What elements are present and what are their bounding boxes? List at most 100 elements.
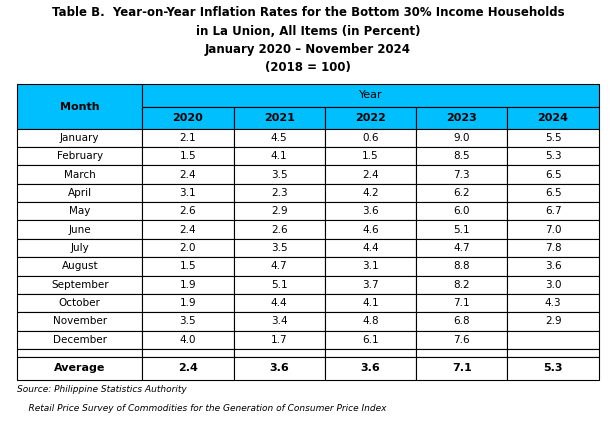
Bar — [17, 129, 142, 147]
Bar — [416, 239, 508, 257]
Text: November: November — [53, 316, 107, 327]
Bar — [325, 165, 416, 184]
Text: 5.3: 5.3 — [545, 151, 561, 161]
Bar — [325, 129, 416, 147]
Text: 3.1: 3.1 — [180, 188, 197, 198]
Bar — [17, 165, 142, 184]
Bar — [142, 147, 233, 165]
Text: 8.2: 8.2 — [453, 280, 470, 290]
Text: 2.4: 2.4 — [180, 170, 197, 180]
Text: 4.7: 4.7 — [453, 243, 470, 253]
Text: 5.3: 5.3 — [543, 363, 563, 373]
Text: 4.1: 4.1 — [362, 298, 379, 308]
Bar — [142, 276, 233, 294]
Text: 5.1: 5.1 — [453, 225, 470, 235]
Bar — [325, 147, 416, 165]
Bar — [233, 294, 325, 312]
Text: 6.8: 6.8 — [453, 316, 470, 327]
Bar — [325, 202, 416, 220]
Text: 2.0: 2.0 — [180, 243, 196, 253]
Text: 6.5: 6.5 — [545, 188, 561, 198]
Bar — [17, 202, 142, 220]
Text: 3.0: 3.0 — [545, 280, 561, 290]
Bar — [416, 220, 508, 239]
Text: 1.5: 1.5 — [362, 151, 379, 161]
Text: 6.7: 6.7 — [545, 206, 561, 216]
Text: 2020: 2020 — [172, 113, 203, 123]
Text: January 2020 – November 2024: January 2020 – November 2024 — [205, 43, 411, 56]
Text: April: April — [68, 188, 92, 198]
Text: 4.3: 4.3 — [545, 298, 561, 308]
Text: 2021: 2021 — [264, 113, 294, 123]
Bar — [142, 294, 233, 312]
Text: 2.3: 2.3 — [271, 188, 288, 198]
Text: Table B.  Year-on-Year Inflation Rates for the Bottom 30% Income Households: Table B. Year-on-Year Inflation Rates fo… — [52, 6, 564, 19]
Text: 6.2: 6.2 — [453, 188, 470, 198]
Text: May: May — [69, 206, 91, 216]
Bar — [233, 276, 325, 294]
Text: December: December — [53, 335, 107, 345]
Bar — [508, 106, 599, 129]
Text: 8.8: 8.8 — [453, 261, 470, 271]
Bar — [17, 220, 142, 239]
Text: 2.4: 2.4 — [362, 170, 379, 180]
Text: 2.6: 2.6 — [180, 206, 197, 216]
Text: 7.3: 7.3 — [453, 170, 470, 180]
Bar — [508, 357, 599, 380]
Text: 1.9: 1.9 — [180, 280, 197, 290]
Bar — [325, 349, 416, 357]
Text: June: June — [68, 225, 91, 235]
Bar — [325, 276, 416, 294]
Text: 1.5: 1.5 — [180, 261, 197, 271]
Bar — [142, 239, 233, 257]
Bar — [325, 106, 416, 129]
Text: 4.6: 4.6 — [362, 225, 379, 235]
Text: 7.6: 7.6 — [453, 335, 470, 345]
Bar — [416, 276, 508, 294]
Text: 2.1: 2.1 — [180, 133, 197, 143]
Bar — [17, 294, 142, 312]
Bar — [416, 165, 508, 184]
Text: January: January — [60, 133, 100, 143]
Bar — [508, 294, 599, 312]
Bar — [416, 184, 508, 202]
Text: 3.6: 3.6 — [269, 363, 289, 373]
Text: 5.1: 5.1 — [271, 280, 288, 290]
Text: 7.1: 7.1 — [452, 363, 472, 373]
Text: September: September — [51, 280, 108, 290]
Bar — [17, 312, 142, 330]
Text: 3.6: 3.6 — [545, 261, 561, 271]
Text: 4.8: 4.8 — [362, 316, 379, 327]
Bar — [508, 184, 599, 202]
Text: 2023: 2023 — [447, 113, 477, 123]
Text: February: February — [57, 151, 103, 161]
Text: 3.7: 3.7 — [362, 280, 379, 290]
Bar — [17, 330, 142, 349]
Bar — [508, 147, 599, 165]
Bar — [416, 257, 508, 276]
Text: 7.0: 7.0 — [545, 225, 561, 235]
Bar — [17, 349, 142, 357]
Bar — [142, 165, 233, 184]
Bar — [508, 220, 599, 239]
Text: 6.0: 6.0 — [453, 206, 470, 216]
Bar — [416, 357, 508, 380]
Bar — [325, 184, 416, 202]
Bar — [17, 147, 142, 165]
Text: 2.9: 2.9 — [271, 206, 288, 216]
Bar — [17, 257, 142, 276]
Text: 8.5: 8.5 — [453, 151, 470, 161]
Bar — [142, 357, 233, 380]
Text: 1.9: 1.9 — [180, 298, 197, 308]
Text: 3.6: 3.6 — [360, 363, 381, 373]
Bar — [416, 294, 508, 312]
Bar — [416, 330, 508, 349]
Bar — [233, 147, 325, 165]
Bar — [233, 129, 325, 147]
Bar — [17, 276, 142, 294]
Bar — [233, 357, 325, 380]
Text: 3.5: 3.5 — [271, 170, 288, 180]
Bar — [325, 257, 416, 276]
Bar — [508, 165, 599, 184]
Bar — [325, 220, 416, 239]
